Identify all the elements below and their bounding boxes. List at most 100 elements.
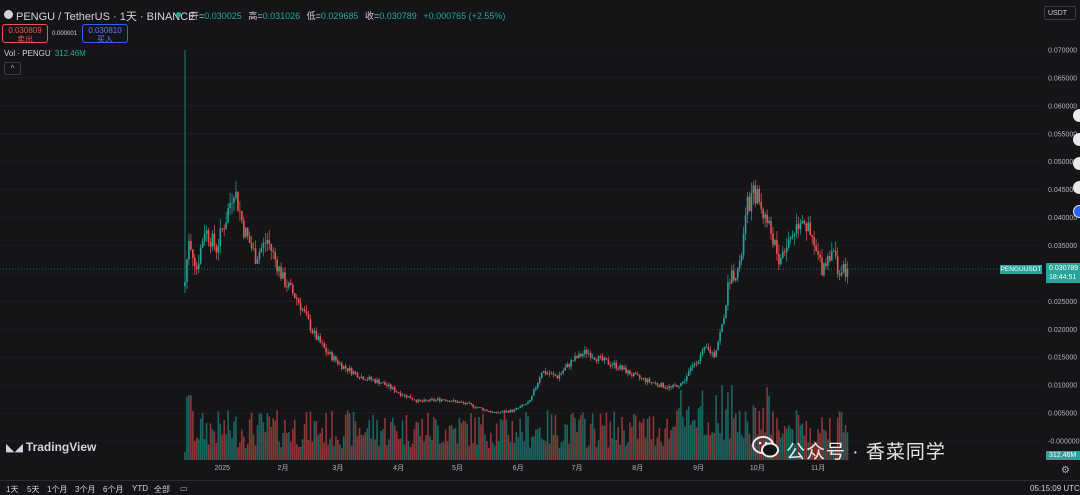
- range-ytd[interactable]: YTD: [132, 484, 148, 493]
- candle-body: [766, 214, 768, 223]
- candle-body: [505, 410, 508, 413]
- candle-body: [250, 243, 253, 249]
- volume-bar: [195, 437, 198, 460]
- candle-body: [844, 264, 847, 277]
- side-circle-button[interactable]: [1073, 133, 1080, 146]
- candle-body: [468, 402, 470, 404]
- volume-bar: [642, 418, 645, 460]
- volume-label: Vol · PENGU: [4, 49, 51, 58]
- volume-bar: [197, 439, 200, 460]
- volume-bar: [589, 423, 592, 460]
- volume-bar: [223, 419, 225, 460]
- candle-body: [682, 381, 684, 384]
- candle-body: [789, 237, 792, 240]
- high-label: 高=: [248, 11, 263, 21]
- candle-body: [625, 367, 627, 374]
- symbol-title[interactable]: PENGU / TetherUS · 1天 · BINANCE: [16, 11, 196, 23]
- candle-body: [574, 356, 576, 361]
- volume-bar: [713, 433, 715, 460]
- collapse-legend-button[interactable]: ^: [4, 62, 21, 75]
- candle-body: [397, 391, 400, 393]
- volume-bar: [591, 413, 594, 460]
- volume-bar: [241, 429, 243, 460]
- buy-button[interactable]: 0.030810 买入: [82, 24, 128, 44]
- sell-label: 卖出: [17, 35, 33, 44]
- candle-body: [484, 409, 486, 411]
- volume-bar: [552, 434, 555, 460]
- candle-body: [525, 404, 527, 405]
- candle-body: [672, 384, 674, 388]
- volume-bar: [378, 445, 380, 460]
- x-tick-label: 8月: [632, 464, 643, 472]
- volume-bar: [821, 417, 823, 460]
- change-value: +0.000765 (+2.55%): [423, 11, 506, 21]
- volume-bar: [333, 446, 335, 460]
- candle-body: [380, 382, 382, 384]
- candle-body: [725, 305, 727, 318]
- x-tick-label: 3月: [332, 464, 343, 472]
- range-3m[interactable]: 3个月: [75, 485, 96, 494]
- side-circle-button[interactable]: [1073, 205, 1080, 218]
- volume-bar: [491, 442, 494, 460]
- candle-body: [476, 407, 478, 409]
- volume-bar: [482, 413, 484, 460]
- candle-body: [838, 273, 841, 276]
- settings-icon[interactable]: ⚙: [1061, 465, 1070, 476]
- volume-bar: [678, 407, 680, 460]
- candle-body: [219, 228, 222, 247]
- calendar-icon[interactable]: ▭: [180, 484, 188, 493]
- candle-body: [474, 407, 476, 409]
- volume-bar: [719, 433, 721, 460]
- volume-bar: [782, 433, 784, 460]
- volume-bar: [484, 434, 486, 460]
- pengu-logo-icon: [4, 10, 13, 19]
- candle-body: [403, 394, 406, 396]
- candle-body: [342, 365, 345, 369]
- volume-bar: [644, 437, 647, 460]
- candle-body: [248, 235, 251, 244]
- candle-body: [631, 374, 633, 376]
- volume-bar: [766, 387, 768, 460]
- volume-bar: [391, 417, 394, 460]
- volume-bar: [666, 418, 668, 460]
- volume-bar: [407, 441, 410, 460]
- candle-body: [695, 363, 698, 365]
- range-1m[interactable]: 1个月: [47, 485, 68, 494]
- candle-body: [372, 379, 374, 381]
- brand-text: TradingView: [25, 440, 97, 454]
- volume-bar: [221, 434, 224, 460]
- volume-bar: [450, 425, 453, 460]
- candle-body: [223, 228, 225, 230]
- volume-bar: [619, 444, 621, 460]
- side-circle-button[interactable]: [1073, 157, 1080, 170]
- volume-bar: [703, 434, 706, 460]
- volume-bar: [401, 420, 404, 460]
- candle-body: [450, 401, 453, 403]
- volume-bar: [736, 432, 739, 460]
- range-6m[interactable]: 6个月: [103, 485, 124, 494]
- candle-body: [717, 341, 719, 351]
- candle-body: [435, 399, 437, 401]
- volume-bar: [586, 447, 588, 460]
- utc-clock[interactable]: 05:15:09 UTC: [1030, 484, 1080, 493]
- candle-body: [286, 286, 288, 288]
- candle-body: [815, 245, 817, 251]
- candle-body: [533, 389, 535, 396]
- range-5d[interactable]: 5天: [27, 485, 40, 494]
- tradingview-logo[interactable]: ◣◢ TradingView: [6, 440, 96, 454]
- volume-bar: [505, 419, 508, 460]
- candle-body: [270, 244, 273, 251]
- range-1d[interactable]: 1天: [6, 485, 19, 494]
- volume-bar: [266, 413, 269, 460]
- candle-body: [550, 373, 553, 375]
- volume-bar: [695, 427, 698, 460]
- range-all[interactable]: 全部: [154, 485, 170, 494]
- y-tick-label: 0.060000: [1048, 103, 1077, 110]
- currency-selector[interactable]: USDT: [1044, 6, 1076, 20]
- volume-bar: [474, 417, 476, 460]
- side-circle-button[interactable]: [1073, 181, 1080, 194]
- volume-bar: [827, 439, 829, 460]
- sell-button[interactable]: 0.030809 卖出: [2, 24, 48, 44]
- side-circle-button[interactable]: [1073, 109, 1080, 122]
